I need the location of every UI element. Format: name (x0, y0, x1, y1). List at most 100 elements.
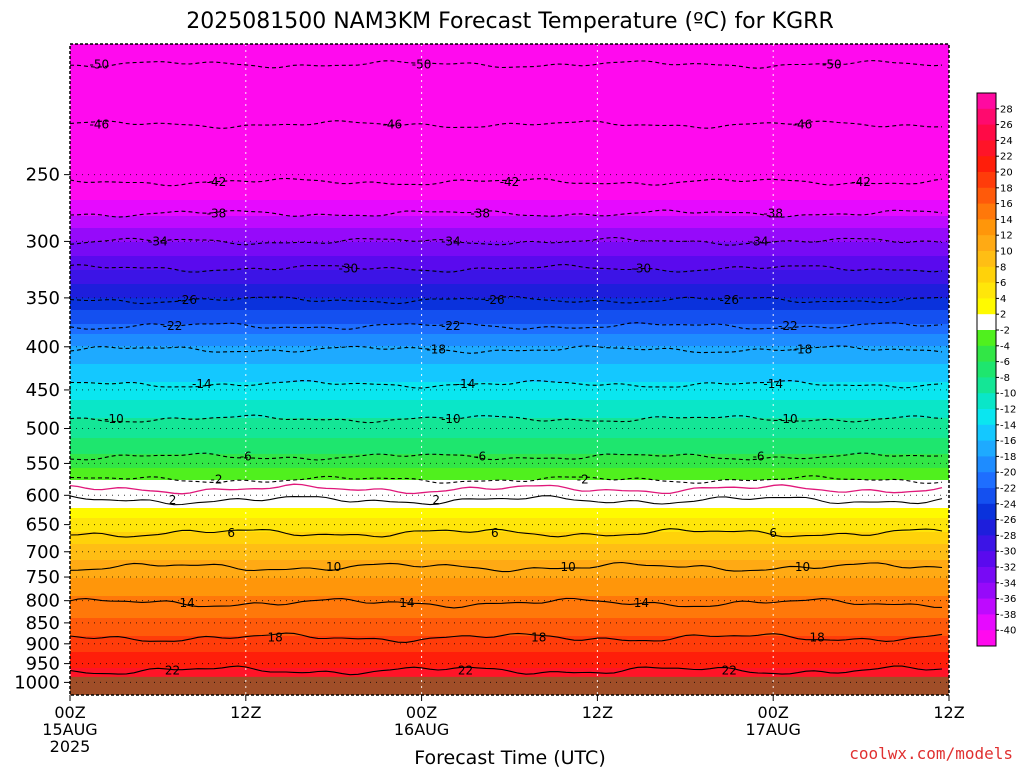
temperature-band (70, 110, 949, 113)
temperature-band (70, 460, 949, 463)
temperature-band (70, 132, 949, 135)
temperature-band (70, 646, 949, 649)
temperature-band (70, 642, 949, 645)
contour-label: -26 (485, 293, 505, 307)
temperature-band (70, 290, 949, 293)
colorbar-swatch (977, 424, 996, 442)
temperature-band (70, 512, 949, 515)
colorbar-label: -8 (1000, 373, 1010, 384)
temperature-band (70, 148, 949, 151)
temperature-band (70, 86, 949, 89)
temperature-band (70, 378, 949, 381)
y-axis: 2503003504004505005506006507007508008509… (14, 165, 70, 693)
contour-label: -2 (211, 473, 223, 487)
temperature-band (70, 622, 949, 625)
temperature-band (70, 466, 949, 469)
temperature-band (70, 236, 949, 239)
temperature-band (70, 556, 949, 559)
temperature-band (70, 62, 949, 65)
temperature-band (70, 300, 949, 303)
temperature-band (70, 394, 949, 397)
temperature-band (70, 550, 949, 553)
temperature-band (70, 644, 949, 647)
temperature-band (70, 462, 949, 465)
temperature-band (70, 316, 949, 319)
colorbar-swatch (977, 472, 996, 489)
temperature-band (70, 608, 949, 611)
temperature-band (70, 60, 949, 63)
temperature-band (70, 286, 949, 289)
temperature-band (70, 150, 949, 153)
temperature-band (70, 176, 949, 179)
temperature-band (70, 456, 949, 459)
temperature-band (70, 660, 949, 663)
temperature-band (70, 180, 949, 183)
temperature-band (70, 74, 949, 77)
temperature-band (70, 276, 949, 279)
temperature-band (70, 114, 949, 117)
contour-line (70, 264, 943, 273)
temperature-band (70, 656, 949, 659)
contour-label: -14 (763, 377, 783, 391)
temperature-band (70, 196, 949, 199)
temperature-band (70, 600, 949, 603)
temperature-band (70, 426, 949, 429)
colorbar-label: 4 (1000, 294, 1006, 305)
temperature-band (70, 588, 949, 591)
temperature-band (70, 170, 949, 173)
colorbar-label: -20 (1000, 468, 1016, 479)
temperature-band (70, 508, 949, 511)
contour-label: 6 (227, 526, 235, 540)
colorbar-label: -10 (1000, 389, 1016, 400)
colorbar: 28 26 24 22 20 18 16 14 12 10 8 6 4 2 -2 -4 -6 -8 -10 -12 -1… (976, 92, 1016, 647)
contour-label: -46 (89, 117, 109, 131)
contour-line (70, 236, 943, 246)
temperature-band (70, 536, 949, 539)
temperature-band (70, 506, 949, 509)
temperature-band (70, 162, 949, 165)
temperature-band (70, 402, 949, 405)
temperature-band (70, 414, 949, 417)
temperature-band (70, 632, 949, 635)
colorbar-swatch (977, 108, 996, 126)
temperature-band (70, 186, 949, 189)
temperature-band (70, 102, 949, 105)
temperature-band (70, 230, 949, 233)
temperature-band (70, 112, 949, 115)
temperature-band (70, 336, 949, 339)
contour-label: -42 (851, 175, 871, 189)
colorbar-swatch (977, 440, 996, 457)
temperature-band (70, 46, 949, 49)
colorbar-swatch (977, 630, 996, 647)
colorbar-label: -30 (1000, 547, 1016, 558)
temperature-band (70, 468, 949, 471)
temperature-band (70, 384, 949, 387)
temperature-band (70, 352, 949, 355)
temperature-band (70, 270, 949, 273)
colorbar-swatch (977, 187, 996, 205)
temperature-band (70, 242, 949, 245)
temperature-band (70, 474, 949, 477)
temperature-band (70, 318, 949, 321)
temperature-band (70, 252, 949, 255)
temperature-band (70, 412, 949, 415)
temperature-band (70, 322, 949, 325)
temperature-band (70, 476, 949, 479)
temperature-band (70, 84, 949, 87)
x-tick-label: 00Z (758, 703, 789, 722)
temperature-band (70, 432, 949, 435)
temperature-band (70, 434, 949, 437)
temperature-band (70, 528, 949, 531)
contour-line (70, 322, 943, 330)
temperature-band (70, 430, 949, 433)
temperature-band (70, 374, 949, 377)
x-tick-label: 16AUG (394, 720, 449, 739)
temperature-band (70, 504, 949, 507)
temperature-band (70, 618, 949, 621)
temperature-band (70, 182, 949, 185)
x-tick-label: 2025 (50, 737, 91, 756)
temperature-band (70, 64, 949, 67)
temperature-band (70, 314, 949, 317)
temperature-band (70, 658, 949, 661)
